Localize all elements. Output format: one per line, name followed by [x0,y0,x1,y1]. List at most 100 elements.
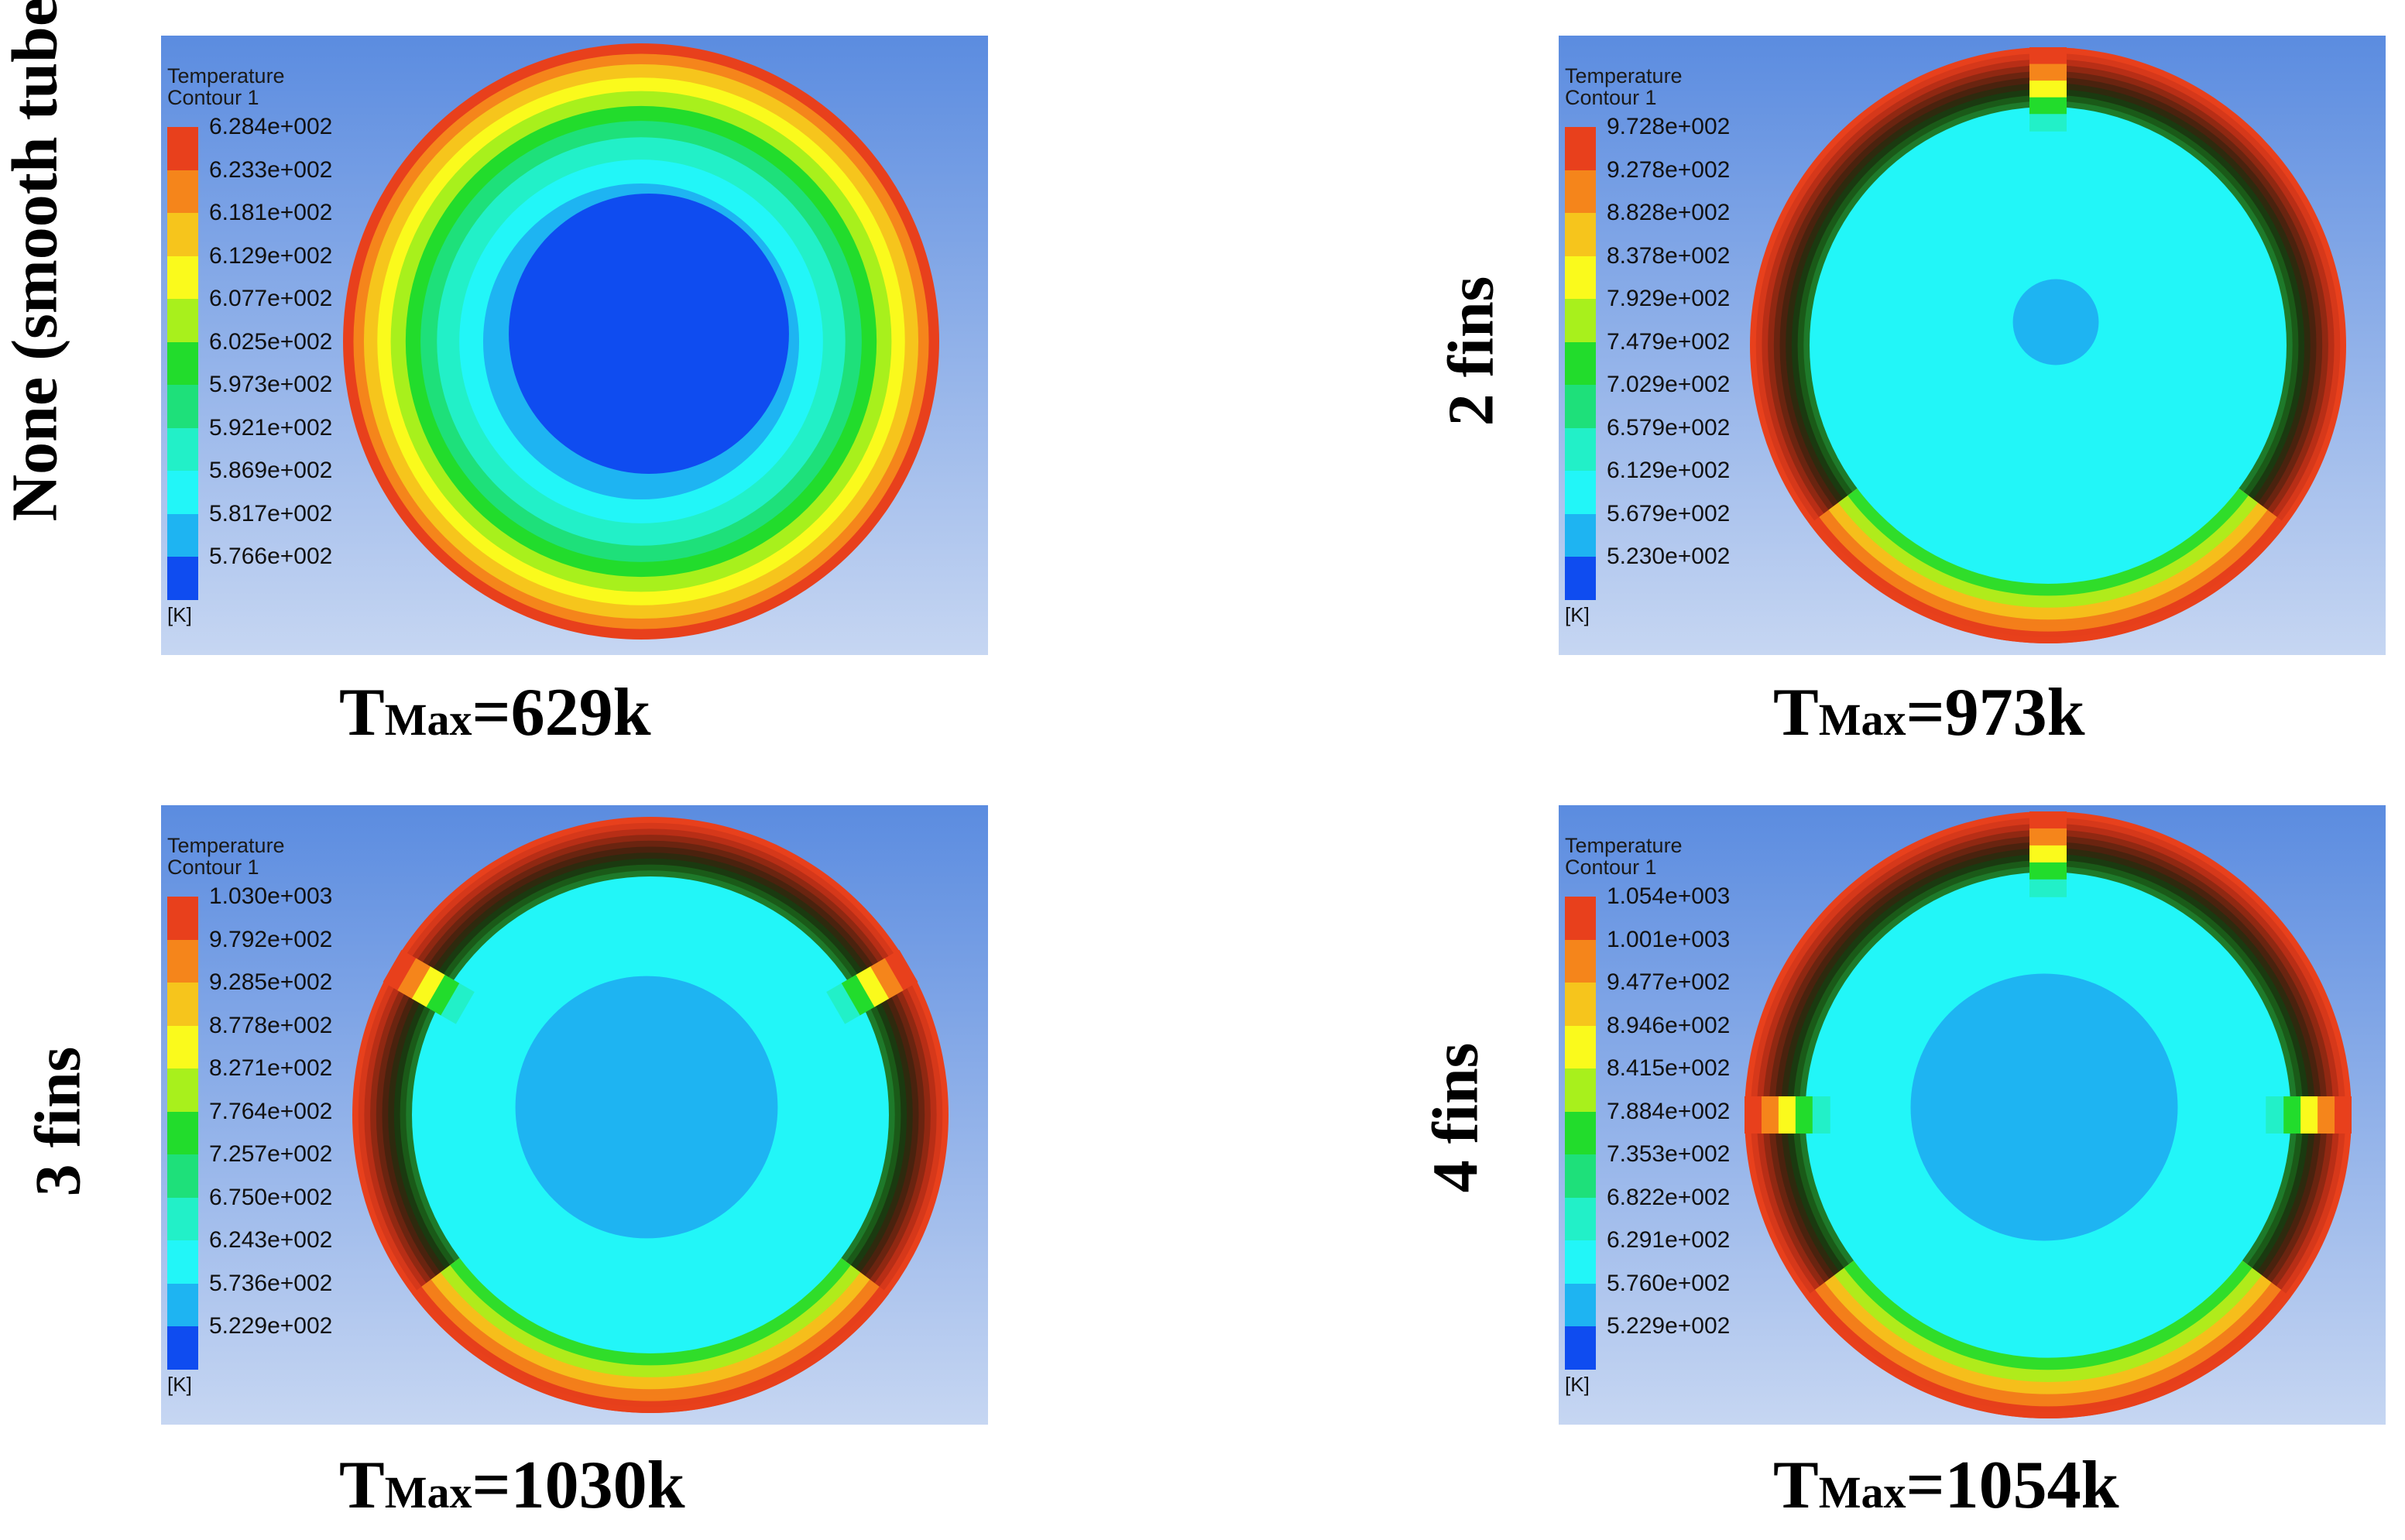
legend-swatch [167,983,198,1026]
legend-swatch [167,1326,198,1370]
legend-value-label: 5.921e+002 [209,414,333,441]
fluid-core [2012,279,2099,365]
fin [2266,1096,2352,1134]
legend-title: Temperature [1565,64,1683,87]
fin [826,949,918,1024]
legend-swatch [167,213,198,256]
legend-swatch [167,1025,198,1068]
legend-swatch [1565,427,1596,471]
legend-value-label: 8.415e+002 [1607,1055,1731,1081]
legend-value-label: 6.750e+002 [209,1184,333,1210]
legend-value-label: 6.822e+002 [1607,1184,1731,1210]
legend-value-label: 6.077e+002 [209,286,333,311]
legend-value-label: 8.946e+002 [1607,1012,1731,1038]
legend-swatch [1565,256,1596,299]
legend-colorbar [1565,127,1596,600]
fin [1745,1096,1830,1134]
legend-swatch [167,1240,198,1284]
legend-swatch [167,557,198,600]
legend-value-label: 5.817e+002 [209,500,333,526]
legend-swatch [1565,897,1596,940]
contour-panel-3-fins: Temperature Contour 1 1.030e+003 9.792e+002… [161,805,988,1425]
legend-swatch [1565,1068,1596,1112]
temperature-contour-disk [1750,47,2346,644]
tmax-caption-3-fins: TMax=1030k [339,1448,685,1523]
legend-value-label: 8.271e+002 [209,1055,333,1081]
tmax-caption-4-fins: TMax=1054k [1773,1448,2119,1523]
fin [2029,47,2067,132]
contour-core [509,194,789,474]
row-label-3-fins: 3 fins [22,1046,94,1197]
legend-value-label: 6.129e+002 [1607,458,1731,483]
legend-value-label: 9.477e+002 [1607,969,1731,995]
legend-value-label: 9.792e+002 [209,926,333,952]
contour-panel-2-fins: Temperature Contour 1 9.728e+002 9.278e+002… [1559,36,2386,655]
legend-swatch [1565,939,1596,983]
legend-unit: [K] [167,1372,192,1396]
contour-panel-smooth: Temperature Contour 1 6.284e+002 6.233e+002… [161,36,988,655]
legend-value-label: 6.579e+002 [1607,414,1731,441]
contour-panel-4-fins: Temperature Contour 1 1.054e+003 1.001e+003… [1559,805,2386,1425]
legend-title: Temperature [167,834,285,857]
temperature-contour-disk [343,43,939,640]
legend-value-label: 6.291e+002 [1607,1227,1731,1253]
legend-swatch [167,1283,198,1326]
legend-value-label: 8.828e+002 [1607,200,1731,225]
legend-value-label: 8.378e+002 [1607,242,1731,269]
legend-swatch [1565,127,1596,170]
legend-swatch [1565,299,1596,342]
legend-swatch [1565,1111,1596,1154]
legend-swatch [167,256,198,299]
fluid-core [515,976,778,1239]
legend-colorbar [167,897,198,1370]
fluid-core [1910,973,2178,1241]
tmax-caption-smooth: TMax=629k [339,675,651,750]
legend-swatch [167,341,198,385]
row-label-smooth: None (smooth tube) [0,0,71,522]
legend-swatch [1565,213,1596,256]
legend-value-label: 5.679e+002 [1607,500,1731,526]
legend-value-label: 8.778e+002 [209,1012,333,1038]
legend-subtitle: Contour 1 [167,86,259,109]
legend-swatch [167,1068,198,1112]
legend-unit: [K] [1565,602,1590,626]
legend-swatch [1565,1240,1596,1284]
legend-swatch [167,897,198,940]
legend-swatch [1565,983,1596,1026]
legend-title: Temperature [167,64,285,87]
legend-swatch [1565,513,1596,557]
legend-swatch [1565,170,1596,213]
fin [2029,811,2067,897]
legend-swatch [167,427,198,471]
legend-swatch [167,170,198,213]
legend-swatch [1565,1154,1596,1198]
temperature-contour-disk [1745,811,2352,1418]
legend-swatch [167,1154,198,1198]
legend-swatch [1565,1025,1596,1068]
legend-swatch [1565,385,1596,428]
tmax-caption-2-fins: TMax=973k [1773,675,2085,750]
legend-value-label: 1.030e+003 [209,883,333,909]
legend-value-label: 9.285e+002 [209,969,333,995]
legend-subtitle: Contour 1 [1565,856,1657,879]
legend-value-label: 5.736e+002 [209,1270,333,1296]
fin [383,949,475,1024]
row-label-2-fins: 2 fins [1435,276,1508,427]
legend-swatch [167,513,198,557]
legend-swatch [167,385,198,428]
legend-value-label: 6.233e+002 [209,156,333,183]
legend-unit: [K] [1565,1372,1590,1396]
legend-unit: [K] [167,602,192,626]
legend-value-label: 7.029e+002 [1607,372,1731,397]
legend-value-label: 9.278e+002 [1607,156,1731,183]
legend-value-label: 1.001e+003 [1607,926,1731,952]
legend-value-label: 1.054e+003 [1607,883,1731,909]
legend-swatch [167,939,198,983]
legend-swatch [1565,471,1596,514]
legend-swatch [1565,341,1596,385]
legend-swatch [167,1111,198,1154]
legend-value-label: 5.766e+002 [209,544,333,569]
legend-value-label: 7.884e+002 [1607,1098,1731,1124]
legend-value-label: 7.257e+002 [209,1141,333,1167]
legend-value-label: 5.973e+002 [209,372,333,397]
